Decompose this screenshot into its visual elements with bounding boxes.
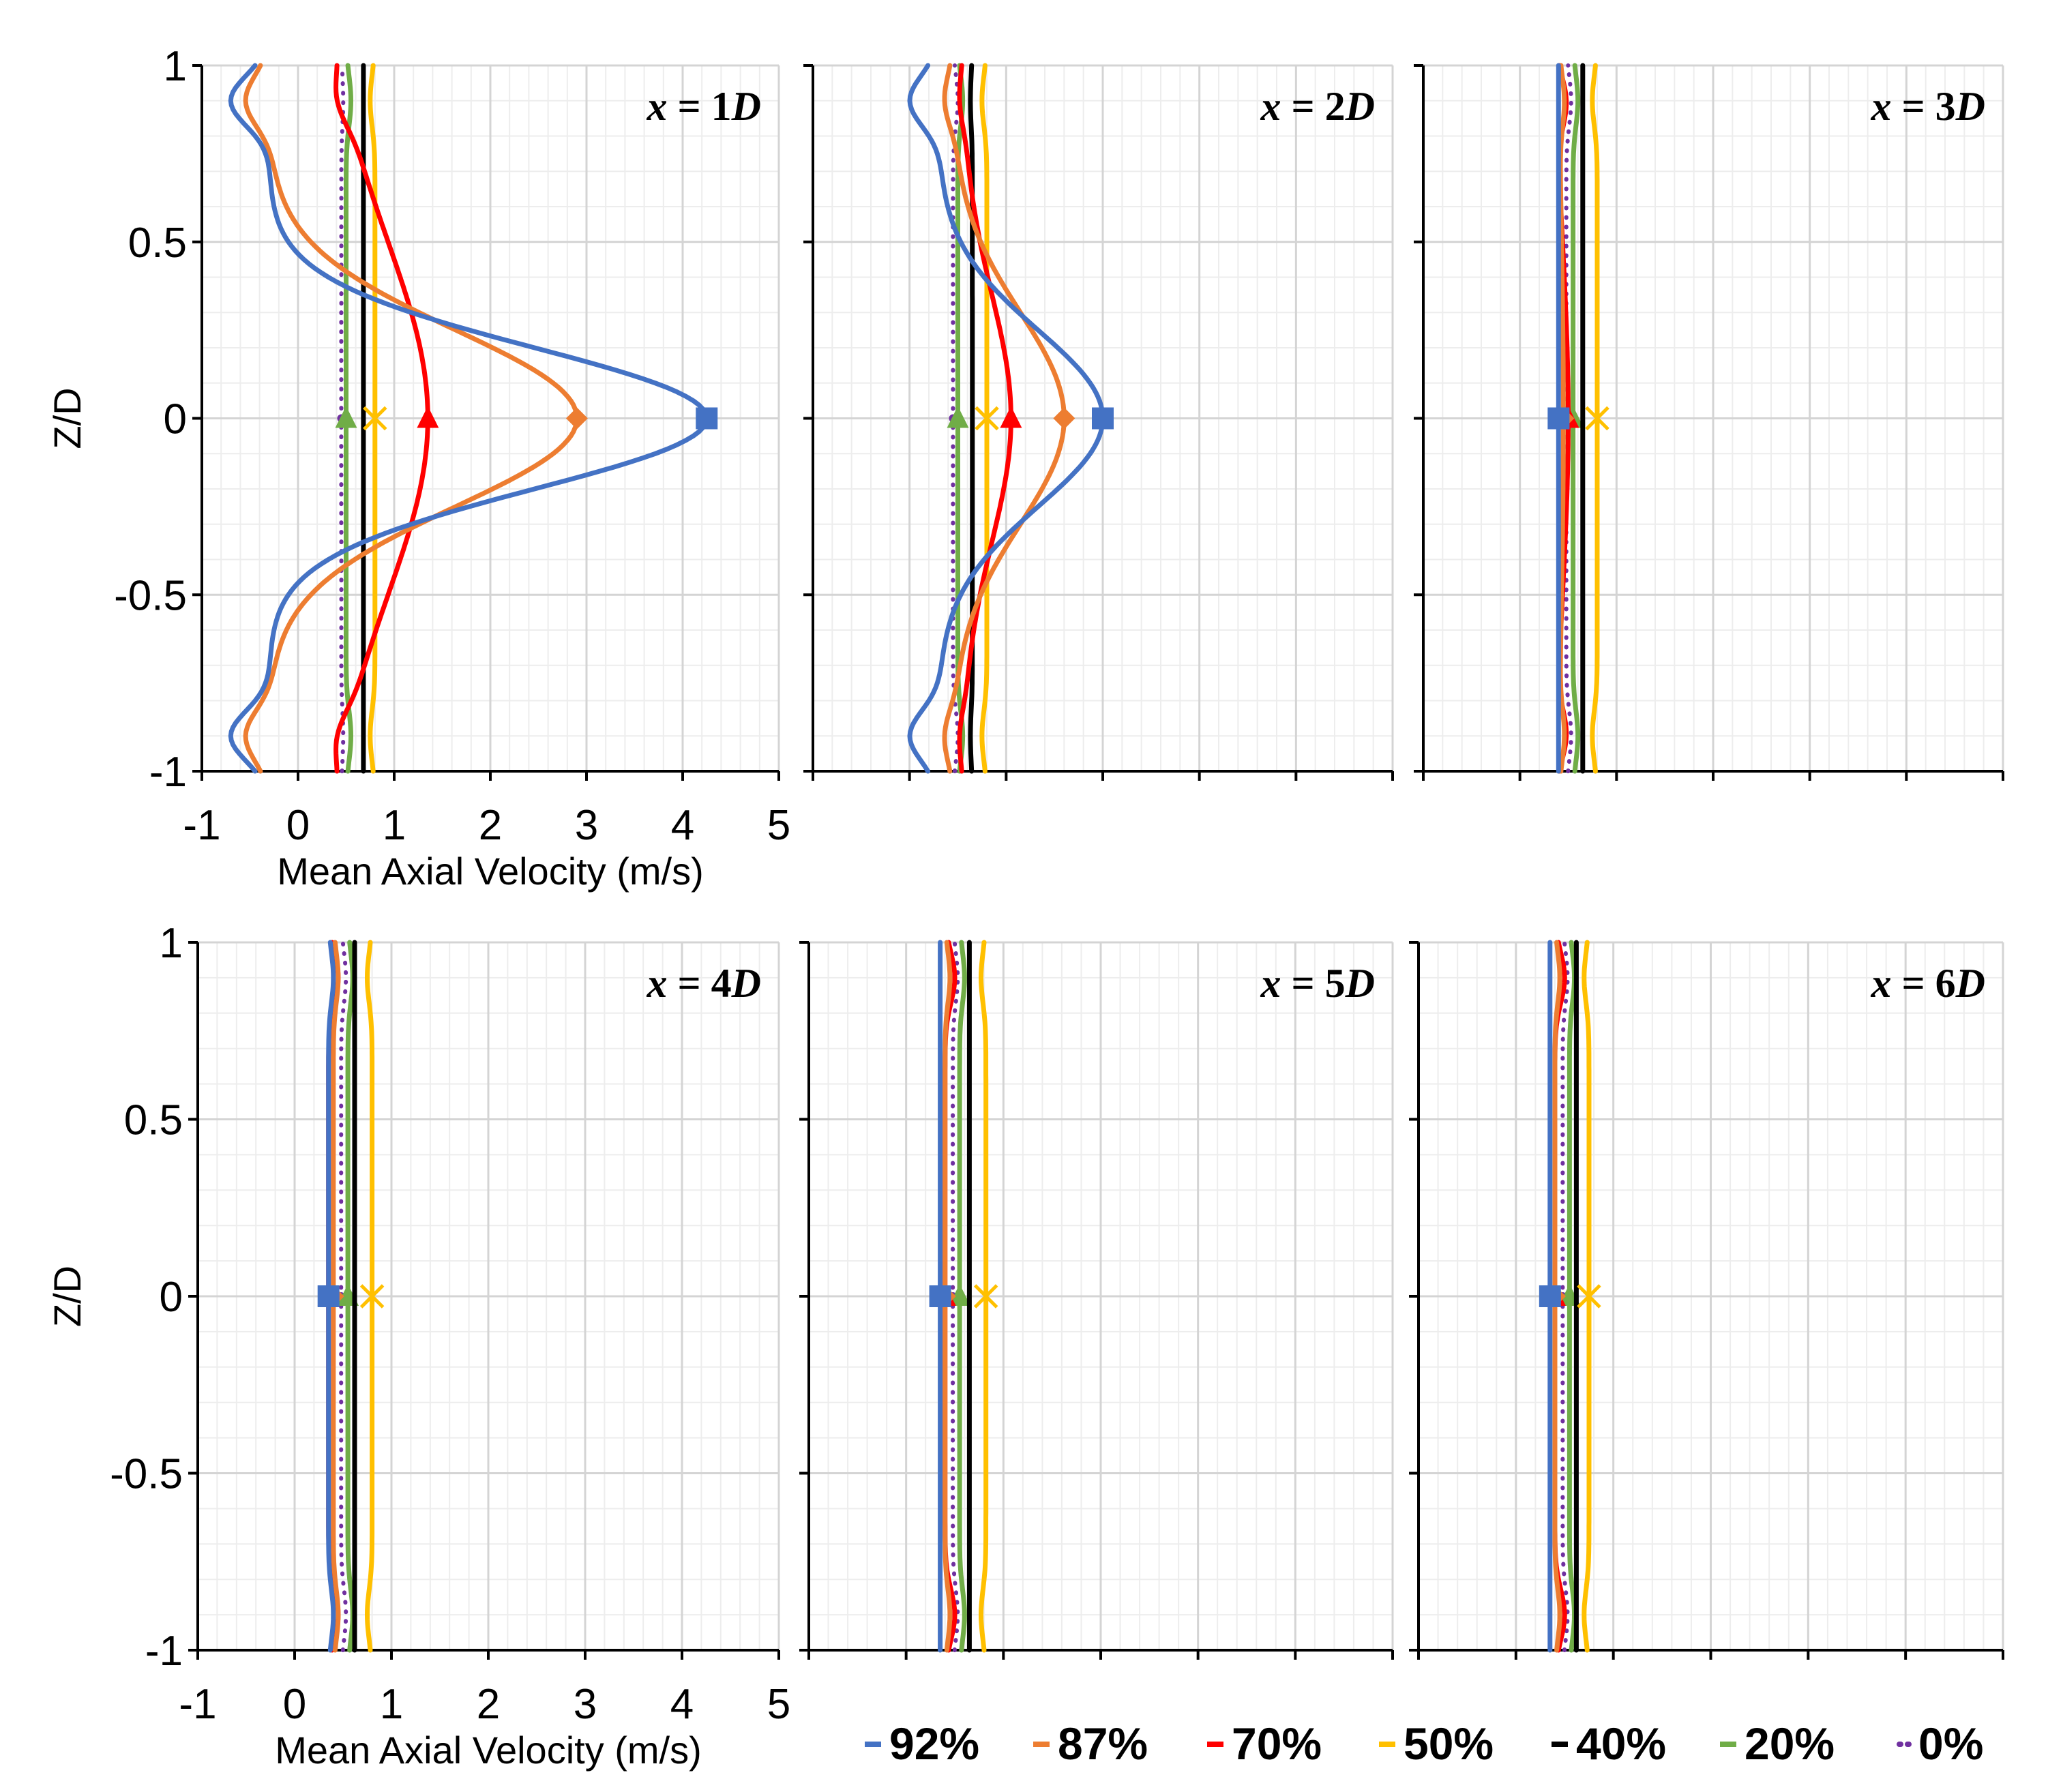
panel-label-eq: = 5 xyxy=(1281,961,1345,1006)
panel-x3D: x = 3D xyxy=(1414,63,2004,781)
profile-marker-50pct xyxy=(973,1284,998,1309)
x-tick-label: 3 xyxy=(574,1681,597,1728)
x-tick-label: 1 xyxy=(383,802,406,849)
profile-marker-50pct xyxy=(975,406,999,431)
panel-label-d: D xyxy=(731,961,761,1006)
profile-marker-70pct xyxy=(417,406,439,428)
panel-label: x = 3D xyxy=(1870,84,1985,129)
panel-label-x: x xyxy=(646,961,667,1006)
y-tick-label: -0.5 xyxy=(114,572,187,619)
panel-x1D: 1 0.5 0 -0.5 -1 -1 0 1 2 3 4 5 Mean Axial Velocity (… xyxy=(46,43,790,893)
x-tick-label: 4 xyxy=(671,802,694,849)
y-tick-label: 0 xyxy=(164,396,187,443)
y-tick-label: 1 xyxy=(160,920,183,967)
panel-label-x: x xyxy=(1260,84,1281,129)
legend-label-40pct: 40% xyxy=(1576,1718,1666,1769)
profile-marker-92pct xyxy=(696,407,718,430)
y-tick-label: -1 xyxy=(145,1628,183,1675)
legend-label-0pct: 0% xyxy=(1918,1718,1983,1769)
y-tick-label: 0.5 xyxy=(128,220,187,267)
panel-label-d: D xyxy=(1955,84,1985,129)
y-tick-label: -1 xyxy=(149,749,187,796)
y-tick-label: 0 xyxy=(160,1274,183,1321)
legend: 92% 87% 70% 50% 40% 20% 0% xyxy=(865,1718,1983,1769)
x-tick-label: -1 xyxy=(179,1681,216,1728)
x-tick-label: 0 xyxy=(286,802,310,849)
panel-x6D: x = 6D xyxy=(1409,940,2004,1660)
panel-label: x = 6D xyxy=(1870,961,1985,1006)
y-axis-title: Z/D xyxy=(46,1266,89,1327)
y-tick-label: 1 xyxy=(164,43,187,90)
x-tick-label: 1 xyxy=(380,1681,403,1728)
legend-label-50pct: 50% xyxy=(1404,1718,1494,1769)
profile-marker-92pct xyxy=(317,1285,340,1307)
x-tick-label: -1 xyxy=(183,802,220,849)
x-axis-title: Mean Axial Velocity (m/s) xyxy=(275,1729,702,1772)
legend-label-20pct: 20% xyxy=(1745,1718,1835,1769)
panel-label-x: x xyxy=(1870,84,1891,129)
profile-marker-50pct xyxy=(359,1284,385,1309)
panel-label-d: D xyxy=(1345,84,1375,129)
profile-marker-92pct xyxy=(1092,407,1114,430)
y-tick-label: 0.5 xyxy=(124,1097,183,1144)
x-tick-label: 2 xyxy=(479,802,502,849)
profile-marker-70pct xyxy=(1000,406,1022,428)
panel-label-d: D xyxy=(731,84,761,129)
legend-label-92pct: 92% xyxy=(889,1718,979,1769)
panel-label-eq: = 3 xyxy=(1891,84,1955,129)
profile-marker-20pct xyxy=(947,406,969,428)
y-tick-label: -0.5 xyxy=(110,1451,183,1498)
panel-label: x = 5D xyxy=(1260,961,1375,1006)
panel-label-x: x xyxy=(646,84,667,129)
panel-label-eq: = 1 xyxy=(667,84,731,129)
profile-marker-50pct xyxy=(1577,1284,1601,1309)
profile-marker-92pct xyxy=(929,1285,951,1307)
profile-marker-87pct xyxy=(565,407,588,430)
profile-marker-92pct xyxy=(1547,407,1570,430)
panel-label: x = 1D xyxy=(646,84,761,129)
x-tick-label: 4 xyxy=(670,1681,694,1728)
panel-label-d: D xyxy=(1345,961,1375,1006)
profile-marker-92pct xyxy=(1539,1285,1561,1307)
legend-label-87pct: 87% xyxy=(1058,1718,1148,1769)
panel-label-d: D xyxy=(1955,961,1985,1006)
panel-x2D: x = 2D xyxy=(803,63,1394,781)
x-axis-title: Mean Axial Velocity (m/s) xyxy=(277,850,704,893)
x-tick-label: 5 xyxy=(767,802,790,849)
profile-marker-50pct xyxy=(363,406,387,431)
legend-label-70pct: 70% xyxy=(1232,1718,1322,1769)
panel-x4D: 1 0.5 0 -0.5 -1 -1 0 1 2 3 4 5 Mean Axial Velocity (… xyxy=(46,920,790,1772)
y-axis-title: Z/D xyxy=(46,387,89,449)
panel-label: x = 2D xyxy=(1260,84,1375,129)
profile-marker-87pct xyxy=(1053,407,1075,430)
panel-label-eq: = 2 xyxy=(1281,84,1345,129)
profile-marker-20pct xyxy=(335,406,357,428)
panel-label-eq: = 4 xyxy=(667,961,731,1006)
panel-label-x: x xyxy=(1870,961,1891,1006)
panel-x5D: x = 5D xyxy=(799,940,1394,1660)
x-tick-label: 0 xyxy=(283,1681,306,1728)
x-tick-label: 3 xyxy=(575,802,598,849)
profile-marker-50pct xyxy=(1585,406,1609,431)
panel-label: x = 4D xyxy=(646,961,761,1006)
profile-marker-20pct xyxy=(949,1284,971,1306)
x-tick-label: 5 xyxy=(767,1681,790,1728)
panel-label-x: x xyxy=(1260,961,1281,1006)
panel-label-eq: = 6 xyxy=(1891,961,1955,1006)
x-tick-label: 2 xyxy=(477,1681,500,1728)
